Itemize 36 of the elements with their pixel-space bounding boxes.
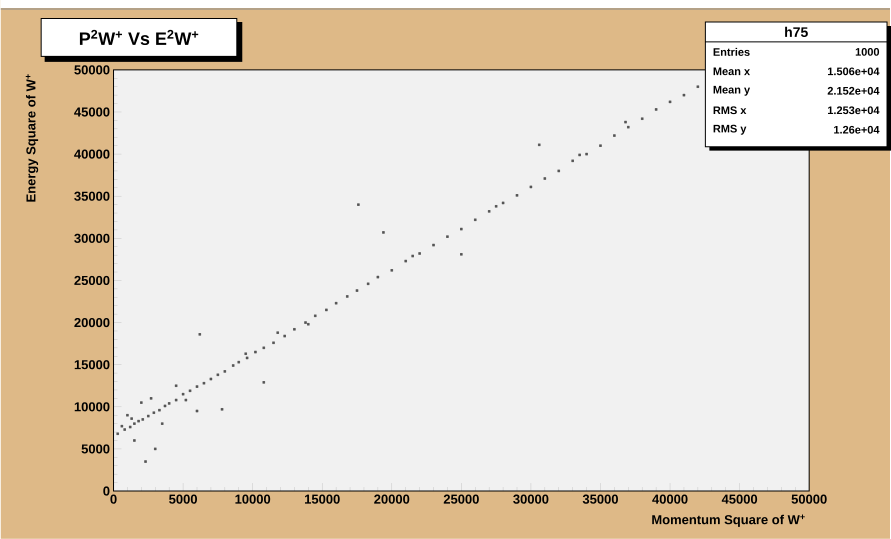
x-tick-label: 15000 bbox=[304, 494, 340, 504]
y-tick-label: 45000 bbox=[74, 107, 110, 117]
text: Entries bbox=[714, 48, 750, 56]
annotation: Mean y bbox=[714, 86, 750, 96]
y-tick-label: 25000 bbox=[74, 276, 110, 286]
y-axis-title: Energy Square of W$^{+}$ bbox=[26, 74, 38, 202]
x-tick-label: 30000 bbox=[513, 494, 548, 504]
x-tick-label: 50000 bbox=[792, 494, 827, 504]
text: 1.506e+04 bbox=[828, 67, 880, 76]
x-tick-label: 20000 bbox=[374, 494, 410, 504]
x-tick-label: 0 bbox=[110, 494, 117, 504]
chart-title: P$^{2}$W$^{+}$ Vs E$^{2}$W$^{+}$ bbox=[80, 30, 198, 46]
x-tick-label: 40000 bbox=[652, 494, 688, 504]
annotation: RMS y bbox=[714, 124, 746, 135]
y-tick-label: 50000 bbox=[74, 65, 110, 74]
x-tick-label: 25000 bbox=[444, 494, 479, 504]
y-tick-label: 20000 bbox=[74, 318, 110, 328]
y-tick-label: 40000 bbox=[74, 150, 110, 159]
text: 2.152e+04 bbox=[828, 86, 880, 95]
y-tick-label: 5000 bbox=[82, 444, 110, 454]
y-tick-label: 15000 bbox=[74, 360, 110, 370]
y-tick-label: 35000 bbox=[74, 192, 110, 201]
y-tick-label: 0 bbox=[103, 486, 110, 496]
y-tick-label: 10000 bbox=[74, 402, 110, 412]
text: 1.26e+04 bbox=[834, 126, 880, 134]
annotation: RMS x bbox=[714, 106, 746, 114]
text: 1000 bbox=[856, 48, 880, 56]
text: h75 bbox=[785, 26, 808, 38]
x-tick-label: 10000 bbox=[235, 494, 270, 504]
x-axis-title: Momentum Square of W$^{+}$ bbox=[652, 514, 805, 527]
x-tick-label: 45000 bbox=[722, 494, 758, 504]
x-tick-label: 5000 bbox=[169, 494, 197, 504]
y-tick-label: 30000 bbox=[74, 234, 110, 243]
x-tick-label: 35000 bbox=[582, 494, 618, 504]
text: 1.253e+04 bbox=[828, 106, 880, 114]
annotation: Mean x bbox=[714, 68, 750, 76]
